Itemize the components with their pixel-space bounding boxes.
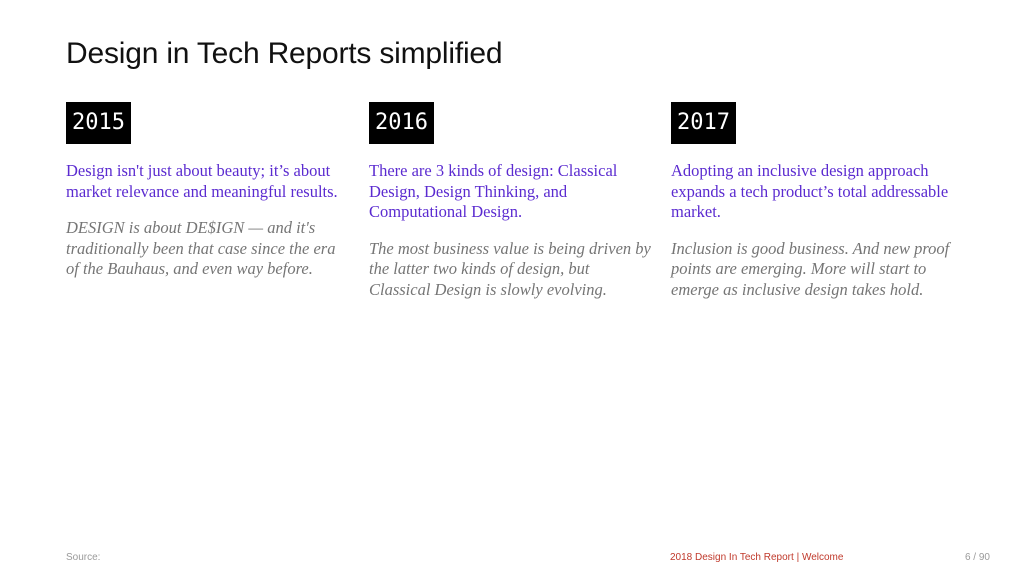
footer-source: Source:	[66, 552, 101, 563]
year-summary: Adopting an inclusive design approach ex…	[671, 161, 949, 221]
year-badge: 2016	[369, 102, 434, 144]
year-badge: 2015	[66, 102, 131, 144]
year-summary: There are 3 kinds of design: Classical D…	[369, 161, 618, 221]
year-column-2016: 2016 There are 3 kinds of design: Classi…	[369, 102, 654, 300]
year-detail: DESIGN is about DE$IGN — and it's tradit…	[66, 218, 336, 278]
year-detail: The most business value is being driven …	[369, 238, 651, 299]
year-badge: 2017	[671, 102, 736, 144]
year-column-2015: 2015 Design isn't just about beauty; it’…	[66, 102, 351, 280]
footer-report-title: 2018 Design In Tech Report | Welcome	[670, 552, 844, 563]
year-detail: Inclusion is good business. And new proo…	[671, 238, 950, 299]
slide-title: Design in Tech Reports simplified	[66, 37, 503, 70]
page-number: 6 / 90	[964, 552, 990, 563]
year-summary: Design isn't just about beauty; it’s abo…	[66, 161, 338, 201]
year-column-2017: 2017 Adopting an inclusive design approa…	[671, 102, 956, 300]
